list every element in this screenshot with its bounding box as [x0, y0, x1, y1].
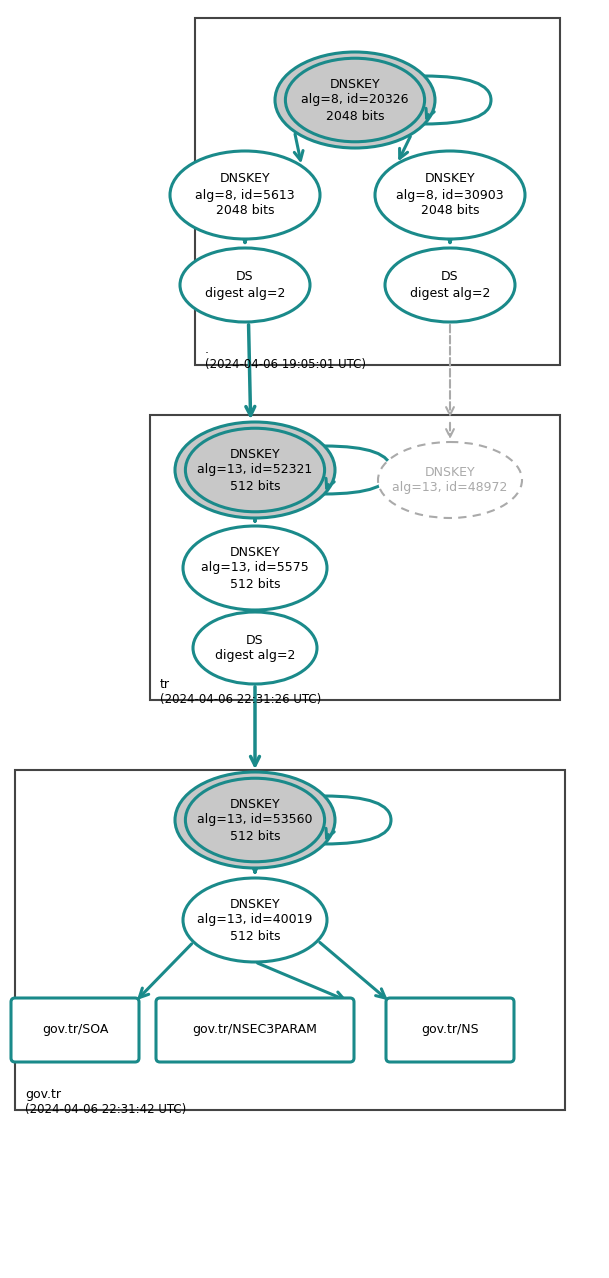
Text: (2024-04-06 22:31:42 UTC): (2024-04-06 22:31:42 UTC): [25, 1103, 186, 1116]
Bar: [150, 415, 560, 700]
Text: gov.tr: gov.tr: [25, 1088, 61, 1102]
Text: gov.tr/NS: gov.tr/NS: [421, 1024, 479, 1036]
Text: DNSKEY
alg=8, id=20326
2048 bits: DNSKEY alg=8, id=20326 2048 bits: [301, 78, 409, 123]
Ellipse shape: [275, 52, 435, 148]
Ellipse shape: [180, 248, 310, 322]
FancyBboxPatch shape: [156, 998, 354, 1062]
FancyBboxPatch shape: [11, 998, 139, 1062]
Text: DNSKEY
alg=8, id=30903
2048 bits: DNSKEY alg=8, id=30903 2048 bits: [396, 173, 504, 217]
Ellipse shape: [378, 442, 522, 518]
Text: DS
digest alg=2: DS digest alg=2: [215, 634, 295, 662]
Ellipse shape: [385, 248, 515, 322]
Text: .: .: [205, 343, 209, 357]
Text: (2024-04-06 22:31:26 UTC): (2024-04-06 22:31:26 UTC): [160, 693, 322, 705]
Bar: [195, 18, 560, 366]
FancyBboxPatch shape: [386, 998, 514, 1062]
Text: DNSKEY
alg=13, id=52321
512 bits: DNSKEY alg=13, id=52321 512 bits: [197, 447, 312, 492]
Text: DNSKEY
alg=8, id=5613
2048 bits: DNSKEY alg=8, id=5613 2048 bits: [195, 173, 295, 217]
Text: DNSKEY
alg=13, id=40019
512 bits: DNSKEY alg=13, id=40019 512 bits: [197, 897, 312, 942]
Text: DS
digest alg=2: DS digest alg=2: [410, 271, 490, 299]
Ellipse shape: [170, 151, 320, 239]
Ellipse shape: [375, 151, 525, 239]
Text: (2024-04-06 19:05:01 UTC): (2024-04-06 19:05:01 UTC): [205, 358, 366, 371]
Text: DS
digest alg=2: DS digest alg=2: [205, 271, 285, 299]
Ellipse shape: [175, 422, 335, 518]
Text: gov.tr/SOA: gov.tr/SOA: [42, 1024, 108, 1036]
Bar: [15, 771, 565, 1111]
Text: DNSKEY
alg=13, id=53560
512 bits: DNSKEY alg=13, id=53560 512 bits: [197, 797, 313, 842]
Text: DNSKEY
alg=13, id=5575
512 bits: DNSKEY alg=13, id=5575 512 bits: [201, 546, 309, 590]
Text: tr: tr: [160, 679, 170, 691]
Ellipse shape: [183, 527, 327, 610]
Ellipse shape: [183, 878, 327, 962]
Text: DNSKEY
alg=13, id=48972: DNSKEY alg=13, id=48972: [392, 465, 508, 495]
Ellipse shape: [175, 772, 335, 868]
Text: gov.tr/NSEC3PARAM: gov.tr/NSEC3PARAM: [192, 1024, 317, 1036]
Ellipse shape: [193, 612, 317, 684]
